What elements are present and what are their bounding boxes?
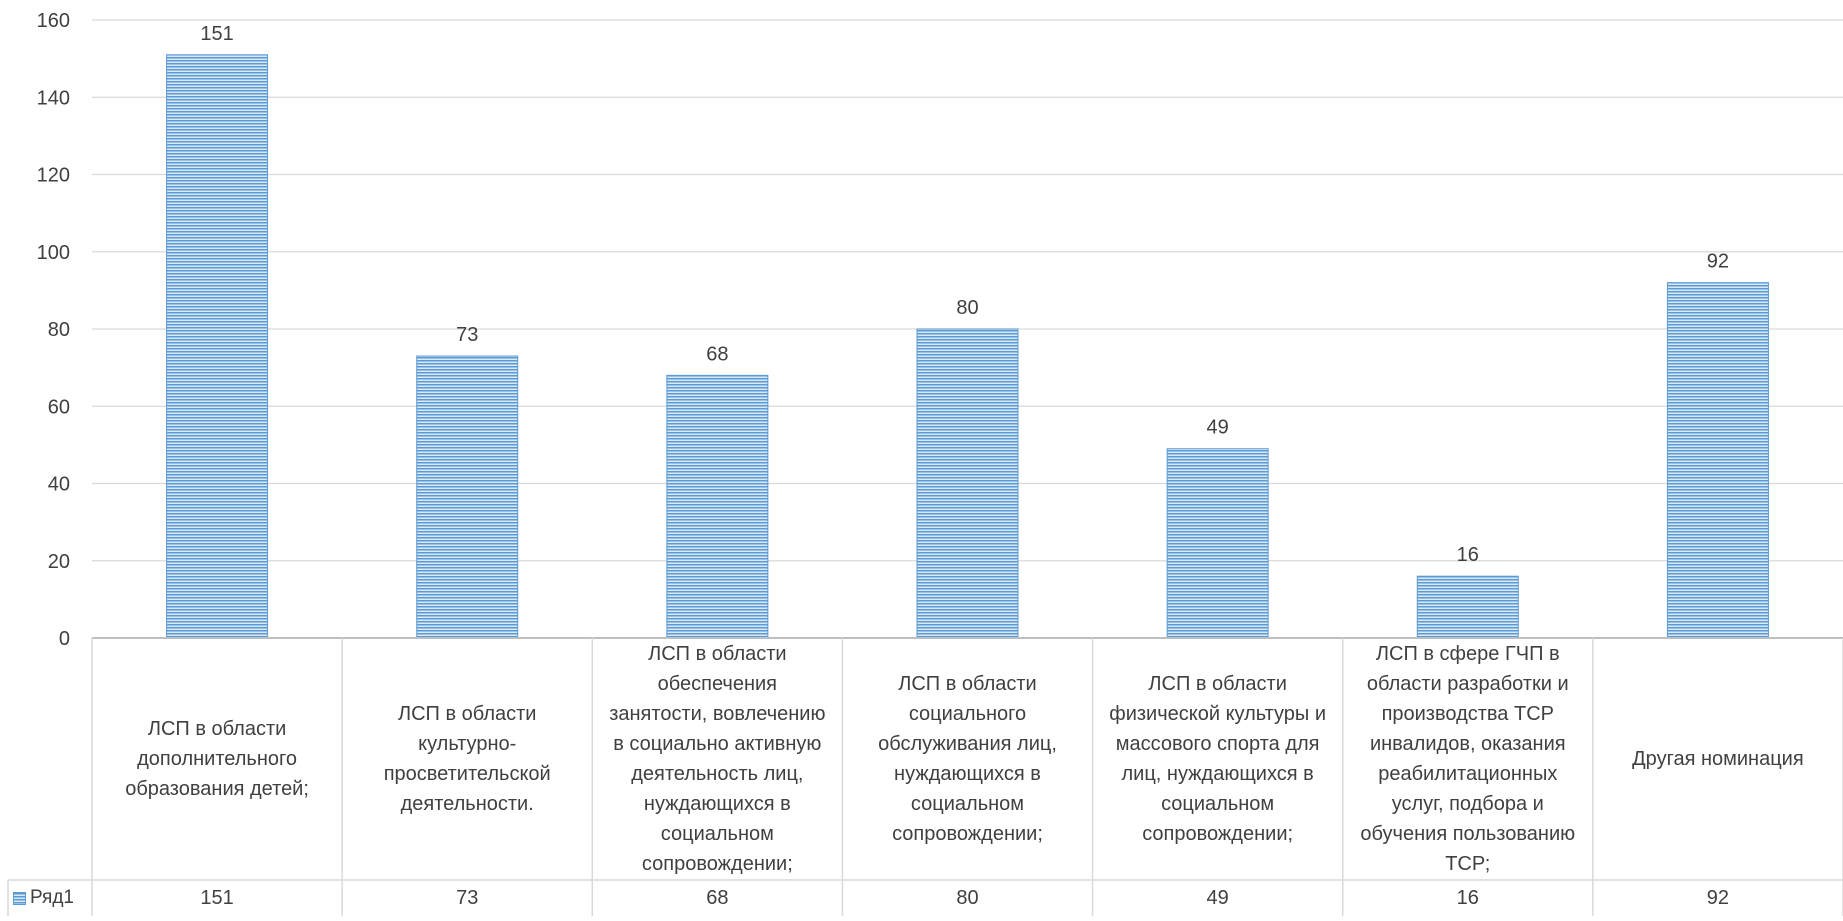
category-label-line: социальном (1161, 793, 1275, 815)
data-label: 16 (1457, 544, 1479, 566)
y-tick-label: 100 (37, 242, 70, 264)
bar (166, 54, 269, 639)
category-label-line: нуждающихся в (894, 763, 1041, 785)
category-label-line: занятости, вовлечению (609, 703, 826, 725)
bar (916, 328, 1019, 639)
category-label-text: ЛСП в области дополнительного образования … (125, 714, 309, 804)
legend-series-name: Ряд1 (30, 887, 74, 908)
category-label-line: инвалидов, оказания (1369, 733, 1566, 755)
category-label-line: социальном (910, 793, 1025, 815)
category-label-line: в социально активную (613, 733, 822, 755)
y-tick-label: 20 (48, 551, 70, 573)
bar (416, 355, 519, 639)
category-label-line: сопровождении; (641, 853, 793, 875)
table-value: 68 (706, 886, 729, 909)
data-table-grid (7, 637, 1843, 916)
y-tick-label: 160 (37, 10, 70, 32)
category-label-line: массового спорта для (1115, 733, 1320, 755)
category-label-line: сопровождении; (892, 823, 1043, 845)
category-label-line: ЛСП в области (648, 643, 787, 665)
y-tick-label: 140 (37, 87, 70, 109)
y-tick-label: 120 (37, 165, 70, 187)
category-label-line: области разработки и (1366, 673, 1569, 695)
y-tick-label: 60 (48, 396, 70, 418)
category-label-line: сопровождении; (1142, 823, 1294, 845)
y-axis-ticks: 0 20 40 60 80 100 120 140 160 (37, 10, 70, 650)
table-value: 16 (1456, 886, 1479, 909)
category-label-text: ЛСП в области обеспечения занятости, вовле… (609, 639, 825, 879)
bar (1666, 282, 1769, 639)
category-label: ЛСП в сфере ГЧП в области разработки и про… (1343, 638, 1593, 880)
category-label-line: обеспечения (657, 673, 778, 695)
category-label: ЛСП в области культурно-просветительской д… (342, 638, 592, 880)
category-label: ЛСП в области обеспечения занятости, вовле… (592, 638, 842, 880)
category-label-line: лиц, нуждающихся в (1121, 763, 1314, 785)
category-label-line: физической культуры и (1109, 703, 1327, 725)
category-label-text: ЛСП в области физической культуры и массов… (1109, 669, 1326, 849)
category-label-line: обучения пользованию (1360, 823, 1576, 845)
table-value: 92 (1706, 886, 1730, 909)
category-label-line: нуждающихся в (643, 793, 791, 815)
category-label-line: образования детей; (125, 778, 309, 800)
category-label-line: Другая номинация (1632, 748, 1804, 770)
legend-swatch (13, 891, 26, 905)
y-tick-label: 0 (59, 628, 70, 650)
data-label: 80 (956, 297, 978, 319)
category-label-line: ЛСП в области (397, 703, 537, 725)
bar (666, 374, 769, 639)
table-value: 73 (456, 886, 479, 909)
category-label-line: производства ТСР (1381, 703, 1554, 725)
category-label-line: ТСР; (1445, 853, 1491, 875)
category-label-line: ЛСП в сфере ГЧП в (1375, 643, 1560, 665)
bar (1166, 448, 1269, 639)
data-label: 68 (706, 343, 728, 365)
category-label-line: услуг, подбора и (1391, 793, 1544, 815)
category-label-text: ЛСП в области социального обслуживания лиц… (878, 669, 1057, 849)
data-label: 92 (1707, 251, 1729, 273)
category-label-line: социальном (660, 823, 774, 845)
data-label: 151 (200, 23, 233, 45)
category-label-line: культурно- (418, 733, 517, 755)
category-label: ЛСП в области дополнительного образования … (92, 638, 342, 880)
category-label-line: обслуживания лиц, (878, 733, 1057, 755)
table-value: 49 (1206, 886, 1229, 909)
category-label: Другая номинация (1593, 638, 1843, 880)
category-label-line: дополнительного (137, 748, 297, 770)
legend-key: Ряд1 (13, 880, 74, 916)
y-tick-label: 40 (48, 474, 70, 496)
category-label-line: просветительской (383, 763, 551, 785)
table-value: 80 (956, 886, 979, 909)
bars (166, 54, 1769, 639)
table-value: 151 (200, 886, 234, 909)
category-label-line: деятельность лиц, (631, 763, 804, 785)
category-label-text: ЛСП в области культурно-просветительской д… (384, 699, 551, 819)
bar (1416, 575, 1519, 639)
category-label-line: ЛСП в области (898, 673, 1037, 695)
category-label: ЛСП в области физической культуры и массов… (1093, 638, 1343, 880)
category-label-line: социального (908, 703, 1027, 725)
category-label-line: деятельности. (400, 793, 534, 815)
data-label: 49 (1207, 417, 1229, 439)
category-label-text: Другая номинация (1632, 744, 1804, 774)
category-label-line: ЛСП в области (147, 718, 287, 740)
category-label: ЛСП в области социального обслуживания лиц… (842, 638, 1092, 880)
category-label-text: ЛСП в сфере ГЧП в области разработки и про… (1360, 639, 1575, 879)
category-label-line: ЛСП в области (1148, 673, 1287, 695)
category-label-line: реабилитационных (1378, 763, 1558, 785)
data-labels: 151 73 68 80 49 16 92 (200, 23, 1729, 566)
y-tick-label: 80 (48, 319, 70, 341)
data-label: 73 (456, 324, 478, 346)
